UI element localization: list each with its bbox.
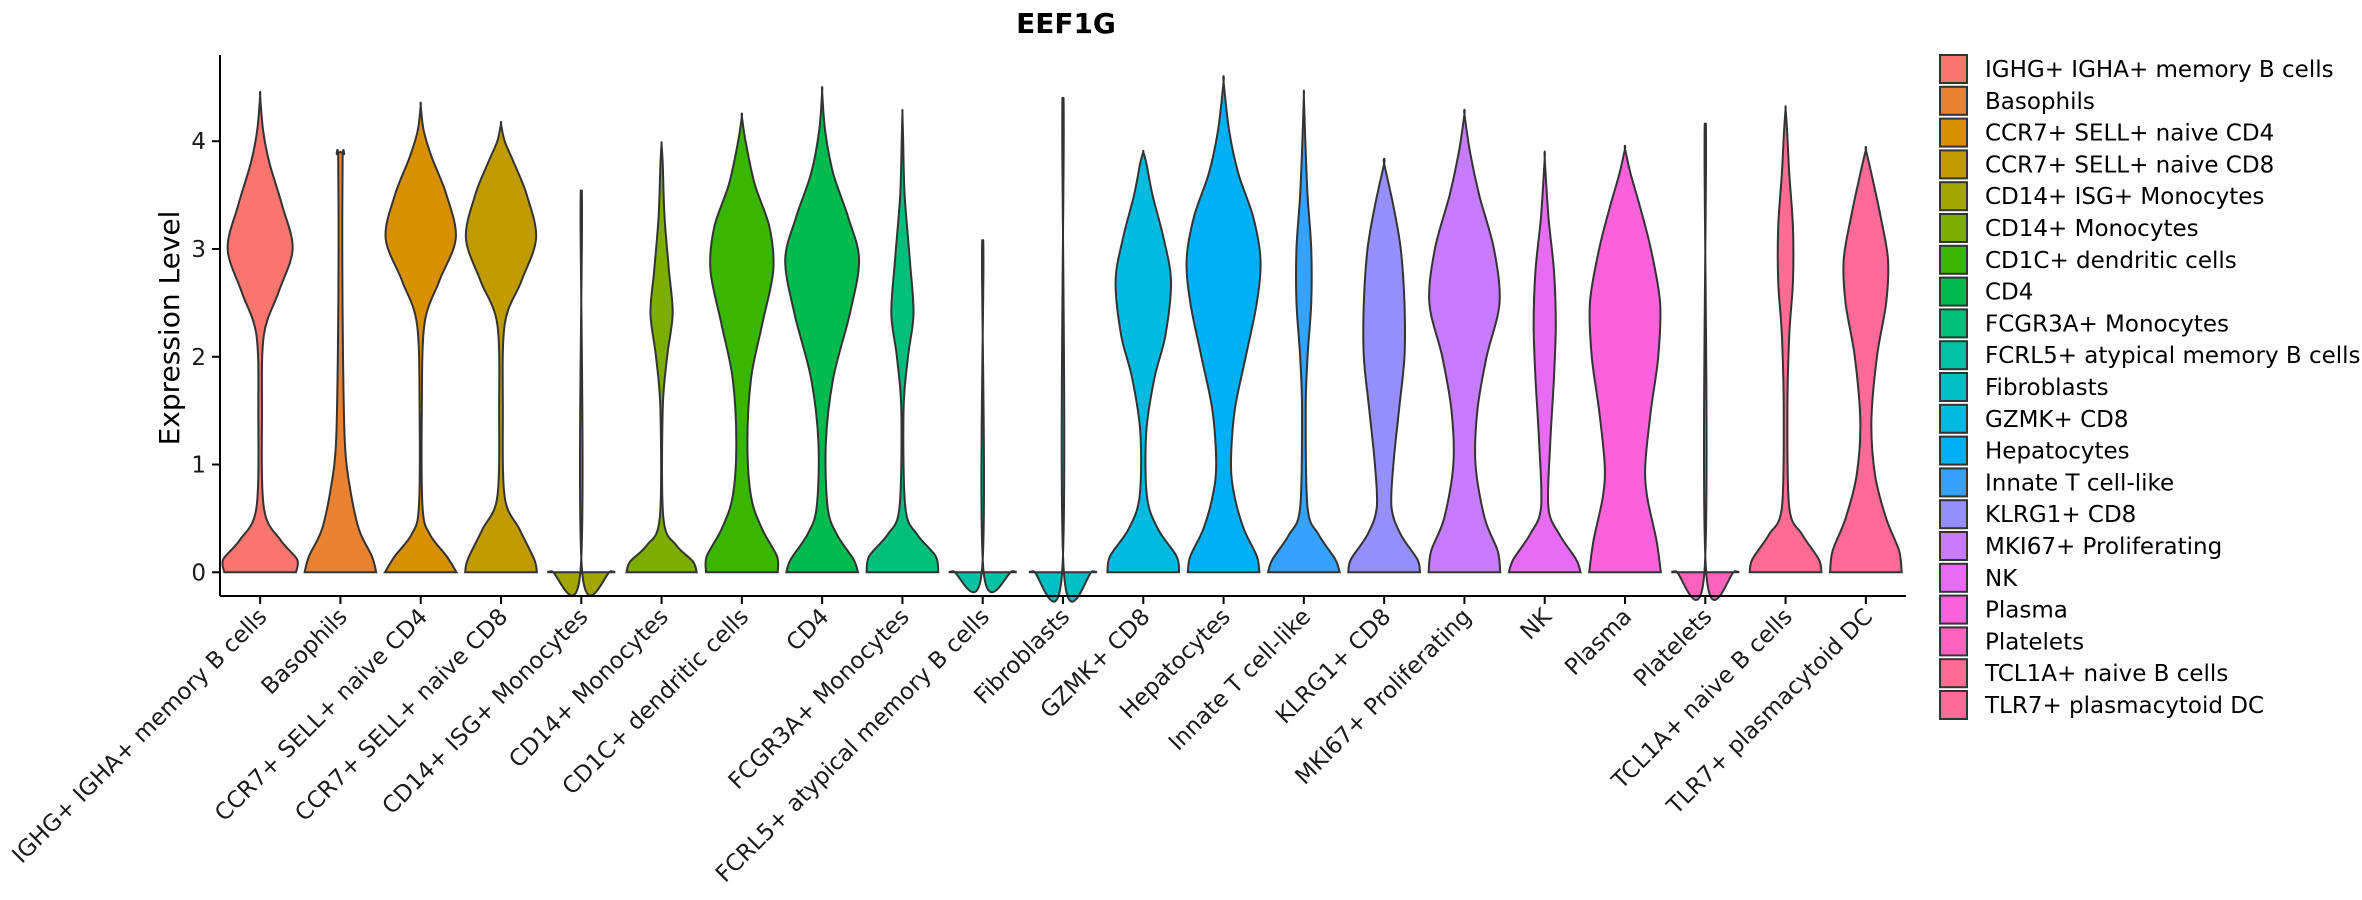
legend-label: CD14+ Monocytes bbox=[1985, 216, 2199, 242]
y-axis-label: Expression Level bbox=[153, 211, 186, 446]
chart-title: EEF1G bbox=[1016, 7, 1116, 40]
legend-swatch bbox=[1939, 308, 1968, 339]
x-tick-label: CD4 bbox=[782, 604, 835, 657]
legend-label: FCRL5+ atypical memory B cells bbox=[1985, 343, 2361, 369]
y-tick-label: 3 bbox=[191, 237, 206, 263]
legend-label: GZMK+ CD8 bbox=[1985, 407, 2129, 433]
legend-swatch bbox=[1939, 276, 1968, 307]
x-ticks-layer: IGHG+ IGHA+ memory B cellsBasophilsCCR7+… bbox=[8, 596, 1878, 888]
violins-layer bbox=[221, 75, 1903, 603]
violin-17 bbox=[1588, 144, 1662, 574]
violin-6 bbox=[704, 112, 780, 574]
legend: IGHG+ IGHA+ memory B cells Basophils CCR7+… bbox=[1939, 54, 2361, 720]
violin-4 bbox=[546, 189, 616, 597]
legend-swatch bbox=[1939, 149, 1968, 180]
legend-swatch bbox=[1939, 690, 1968, 720]
y-ticks-layer: 0 1 2 3 4 bbox=[191, 129, 220, 586]
legend-swatch bbox=[1939, 181, 1968, 212]
x-tick-label: Plasma bbox=[1560, 604, 1637, 681]
violin-18 bbox=[1670, 122, 1740, 601]
legend-label: Basophils bbox=[1985, 89, 2095, 115]
legend-label: CD4 bbox=[1985, 280, 2033, 306]
x-tick-label: CD14+ Monocytes bbox=[504, 604, 673, 773]
legend-swatch bbox=[1939, 117, 1968, 148]
violin-10 bbox=[1028, 96, 1098, 603]
legend-swatch bbox=[1939, 658, 1968, 689]
legend-swatch bbox=[1939, 562, 1968, 593]
legend-swatch bbox=[1939, 594, 1968, 625]
violin-7 bbox=[784, 85, 861, 574]
legend-swatch bbox=[1939, 85, 1968, 116]
legend-label: NK bbox=[1985, 566, 2018, 592]
legend-label: FCGR3A+ Monocytes bbox=[1985, 311, 2229, 337]
legend-label: Hepatocytes bbox=[1985, 439, 2130, 465]
violin-20 bbox=[1828, 145, 1903, 574]
legend-swatch bbox=[1939, 531, 1968, 561]
legend-swatch bbox=[1939, 340, 1968, 371]
violin-11 bbox=[1106, 149, 1181, 574]
violin-0 bbox=[221, 90, 299, 574]
violin-5 bbox=[625, 141, 699, 574]
legend-swatch bbox=[1939, 403, 1968, 434]
legend-label: CD14+ ISG+ Monocytes bbox=[1985, 184, 2264, 210]
violin-14 bbox=[1347, 157, 1422, 574]
legend-label: CCR7+ SELL+ naive CD8 bbox=[1985, 152, 2274, 178]
legend-label: Fibroblasts bbox=[1985, 375, 2109, 401]
y-tick-label: 2 bbox=[191, 345, 206, 371]
violin-13 bbox=[1266, 89, 1342, 574]
violin-15 bbox=[1427, 108, 1502, 574]
legend-label: Innate T cell-like bbox=[1985, 470, 2174, 496]
legend-swatch bbox=[1939, 372, 1968, 402]
x-tick-label: IGHG+ IGHA+ memory B cells bbox=[8, 604, 273, 869]
legend-label: Platelets bbox=[1985, 629, 2084, 655]
legend-swatch bbox=[1939, 244, 1968, 275]
violin-2 bbox=[383, 101, 459, 574]
legend-label: Plasma bbox=[1985, 598, 2068, 624]
violin-9 bbox=[948, 239, 1018, 594]
y-tick-label: 1 bbox=[191, 453, 206, 479]
x-tick-label: Innate T cell-like bbox=[1164, 604, 1316, 756]
legend-swatch bbox=[1939, 626, 1968, 657]
legend-swatch bbox=[1939, 499, 1968, 530]
legend-swatch bbox=[1939, 54, 1968, 84]
violin-16 bbox=[1507, 150, 1582, 574]
y-tick-label: 0 bbox=[191, 560, 206, 586]
y-tick-label: 4 bbox=[191, 129, 206, 155]
violin-12 bbox=[1185, 75, 1262, 574]
violin-3 bbox=[463, 120, 539, 574]
legend-swatch bbox=[1939, 213, 1968, 243]
legend-swatch bbox=[1939, 467, 1968, 498]
legend-label: IGHG+ IGHA+ memory B cells bbox=[1985, 57, 2334, 83]
legend-label: TLR7+ plasmacytoid DC bbox=[1984, 693, 2264, 719]
x-tick-label: NK bbox=[1516, 603, 1558, 645]
legend-label: TCL1A+ naive B cells bbox=[1984, 661, 2228, 687]
legend-swatch bbox=[1939, 435, 1968, 466]
violin-8 bbox=[865, 108, 940, 574]
legend-label: MKI67+ Proliferating bbox=[1985, 534, 2222, 560]
violin-1 bbox=[303, 148, 378, 574]
legend-label: CCR7+ SELL+ naive CD4 bbox=[1985, 121, 2274, 147]
legend-label: KLRG1+ CD8 bbox=[1985, 502, 2136, 528]
legend-label: CD1C+ dendritic cells bbox=[1985, 248, 2237, 274]
violin-19 bbox=[1748, 105, 1823, 574]
